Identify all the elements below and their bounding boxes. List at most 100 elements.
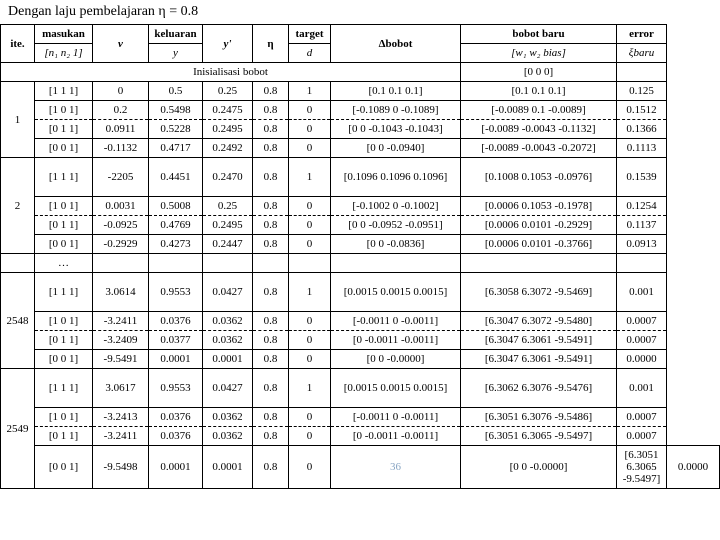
- cell: -2205: [93, 158, 149, 197]
- cell: [-0.1002 0 -0.1002]: [331, 197, 461, 216]
- g3-r4: [0 0 1]-9.54910.00010.00010.80[0 0 -0.00…: [1, 350, 720, 369]
- cell: 0.0911: [93, 120, 149, 139]
- cell: 0.5: [149, 82, 203, 101]
- cell: 0: [289, 446, 331, 489]
- cell: 0.8: [253, 158, 289, 197]
- cell: 0.1366: [617, 120, 667, 139]
- cell: [0 0 -0.1043 -0.1043]: [331, 120, 461, 139]
- cell: 0.001: [617, 369, 667, 408]
- g1-r2: [1 0 1]0.20.54980.24750.80[-0.1089 0 -0.…: [1, 101, 720, 120]
- cell: [0 0 -0.0000]: [331, 350, 461, 369]
- cell: [0 1 1]: [35, 120, 93, 139]
- cell: 0.9553: [149, 273, 203, 312]
- cell: 0.0377: [149, 331, 203, 350]
- page-title: Dengan laju pembelajaran η = 0.8: [0, 0, 720, 24]
- cell: 0.0007: [617, 312, 667, 331]
- cell: [0.1 0.1 0.1]: [331, 82, 461, 101]
- g1-r1: 1 [1 1 1]00.50.250.81[0.1 0.1 0.1][0.1 0…: [1, 82, 720, 101]
- cell: 0.8: [253, 408, 289, 427]
- g2-r2: [1 0 1]0.00310.50080.250.80[-0.1002 0 -0…: [1, 197, 720, 216]
- cell: 0.2: [93, 101, 149, 120]
- cell: 0: [289, 235, 331, 254]
- cell: 0.8: [253, 369, 289, 408]
- cell: 0.0427: [203, 273, 253, 312]
- g3-r3: [0 1 1]-3.24090.03770.03620.80[0 -0.0011…: [1, 331, 720, 350]
- cell: [1 0 1]: [35, 197, 93, 216]
- cell: -3.2411: [93, 427, 149, 446]
- cell: [6.3047 6.3061 -9.5491]: [461, 331, 617, 350]
- cell: 0: [93, 82, 149, 101]
- cell: [0.1096 0.1096 0.1096]: [331, 158, 461, 197]
- cell: 0.1254: [617, 197, 667, 216]
- cell: 0.0000: [617, 350, 667, 369]
- cell: [0.0015 0.0015 0.0015]: [331, 273, 461, 312]
- hdr-bb-sub: [w₁ w₂ bias]: [461, 44, 617, 63]
- cell: [6.3047 6.3061 -9.5491]: [461, 350, 617, 369]
- g4-ite: 2549: [1, 369, 35, 489]
- cell: 0.2470: [203, 158, 253, 197]
- cell: 0.8: [253, 312, 289, 331]
- cell: [0.0015 0.0015 0.0015]: [331, 369, 461, 408]
- g2-ite: 2: [1, 158, 35, 254]
- cell: [-0.0089 -0.0043 -0.2072]: [461, 139, 617, 158]
- cell: 0.0913: [617, 235, 667, 254]
- g4-r2: [1 0 1]-3.24130.03760.03620.80[-0.0011 0…: [1, 408, 720, 427]
- cell: [1 1 1]: [35, 158, 93, 197]
- cell: [0 -0.0011 -0.0011]: [331, 427, 461, 446]
- cell: -3.2411: [93, 312, 149, 331]
- cell: -9.5491: [93, 350, 149, 369]
- g2-r4: [0 0 1]-0.29290.42730.24470.80[0 0 -0.08…: [1, 235, 720, 254]
- cell: 3.0614: [93, 273, 149, 312]
- cell: [0.0006 0.1053 -0.1978]: [461, 197, 617, 216]
- cell: 0.0007: [617, 331, 667, 350]
- cell: [0 0 -0.0000]: [461, 446, 617, 489]
- cell: [1 1 1]: [35, 82, 93, 101]
- cell: 3.0617: [93, 369, 149, 408]
- g1-r4: [0 0 1]-0.11320.47170.24920.80[0 0 -0.09…: [1, 139, 720, 158]
- init-e: [617, 63, 667, 82]
- g2-r3: [0 1 1]-0.09250.47690.24950.80[0 0 -0.09…: [1, 216, 720, 235]
- cell: 0.8: [253, 235, 289, 254]
- dots: …: [35, 254, 93, 273]
- cell: 0.2495: [203, 120, 253, 139]
- cell: [0 0 -0.0952 -0.0951]: [331, 216, 461, 235]
- cell: 0.1137: [617, 216, 667, 235]
- cell: [6.3058 6.3072 -9.5469]: [461, 273, 617, 312]
- cell: 0.8: [253, 446, 289, 489]
- cell: [0 0 1]: [35, 446, 93, 489]
- cell: 0.0362: [203, 408, 253, 427]
- cell: [-0.1089 0 -0.1089]: [331, 101, 461, 120]
- cell: [-0.0011 0 -0.0011]: [331, 312, 461, 331]
- g3-ite: 2548: [1, 273, 35, 369]
- cell: 0: [289, 101, 331, 120]
- cell: 0.8: [253, 216, 289, 235]
- hdr-eta: η: [253, 25, 289, 63]
- cell: 0.5498: [149, 101, 203, 120]
- hdr-ite: ite.: [1, 25, 35, 63]
- cell: [0 -0.0011 -0.0011]: [331, 331, 461, 350]
- cell: 0.0001: [203, 350, 253, 369]
- cell: -9.5498: [93, 446, 149, 489]
- cell: 0.8: [253, 350, 289, 369]
- hdr-dbobot: Δbobot: [331, 25, 461, 63]
- cell: 0: [289, 331, 331, 350]
- hdr-bb: bobot baru: [461, 25, 617, 44]
- cell: -0.0925: [93, 216, 149, 235]
- cell: [0.0006 0.0101 -0.2929]: [461, 216, 617, 235]
- hdr-error-sub: ξbaru: [617, 44, 667, 63]
- cell: 0.2495: [203, 216, 253, 235]
- cell: 0.0000: [667, 446, 720, 489]
- cell: 0.8: [253, 331, 289, 350]
- cell: [0 0 1]: [35, 350, 93, 369]
- cell: -0.2929: [93, 235, 149, 254]
- cell: [0.0006 0.0101 -0.3766]: [461, 235, 617, 254]
- dots-row: …: [1, 254, 720, 273]
- cell: 0: [289, 350, 331, 369]
- cell: 0.2492: [203, 139, 253, 158]
- cell: 0: [289, 408, 331, 427]
- cell: [0.1 0.1 0.1]: [461, 82, 617, 101]
- g1-r3: [0 1 1]0.09110.52280.24950.80[0 0 -0.104…: [1, 120, 720, 139]
- init-row: Inisialisasi bobot [0 0 0]: [1, 63, 720, 82]
- cell: [1 1 1]: [35, 369, 93, 408]
- hdr-target: target: [289, 25, 331, 44]
